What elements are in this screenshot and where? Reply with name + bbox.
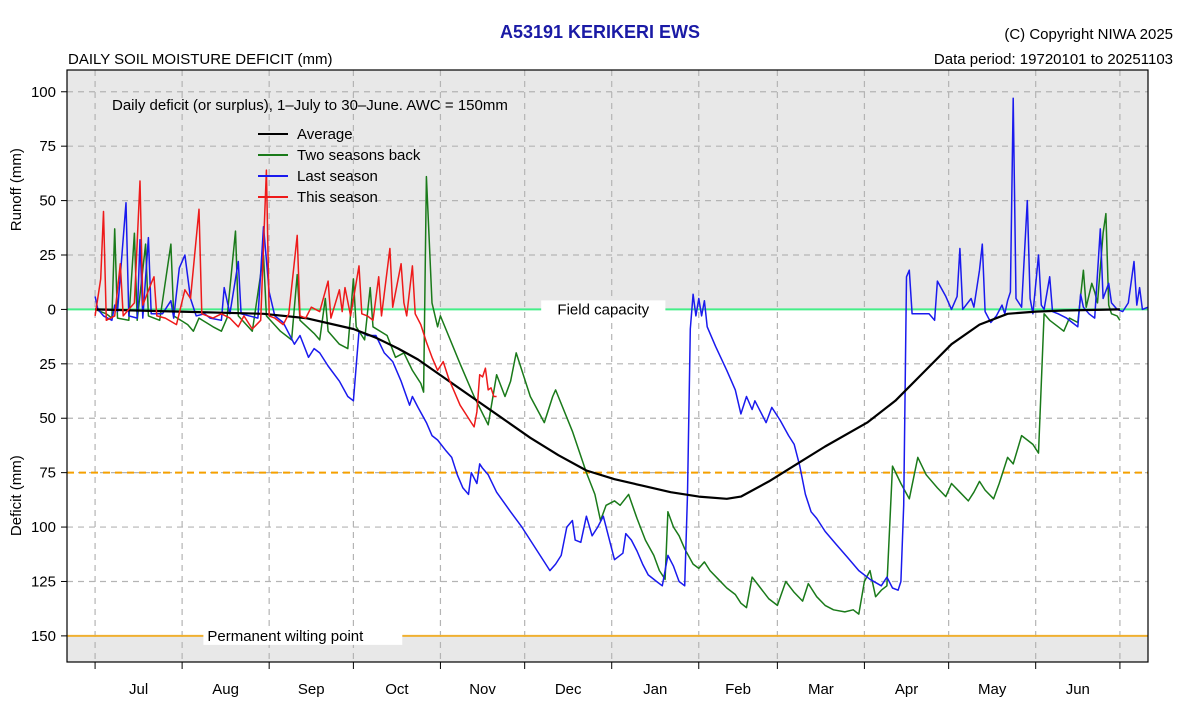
y-tick-label: 75 (39, 138, 56, 155)
y-tick-label: 75 (39, 465, 56, 482)
y-tick-label: 50 (39, 410, 56, 427)
y-tick-label: 0 (48, 301, 56, 318)
copyright-notice: (C) Copyright NIWA 2025 (1004, 26, 1173, 43)
month-label: Nov (469, 681, 496, 698)
y-tick-label: 25 (39, 356, 56, 373)
legend-label: Two seasons back (297, 147, 421, 164)
legend-label: This season (297, 189, 378, 206)
deficit-axis-label: Deficit (mm) (8, 455, 25, 536)
month-label: Mar (808, 681, 834, 698)
runoff-region (67, 70, 1148, 310)
legend-label: Average (297, 126, 353, 143)
month-label: Jan (643, 681, 667, 698)
legend-label: Last season (297, 168, 378, 185)
reference-label-bg (203, 626, 403, 645)
month-label: Oct (385, 681, 409, 698)
series-line (94, 175, 1121, 615)
series-line (94, 169, 497, 428)
month-label: Jun (1066, 681, 1090, 698)
month-label: Feb (725, 681, 751, 698)
y-tick-label: 150 (31, 628, 56, 645)
data-period: Data period: 19720101 to 20251103 (933, 51, 1173, 68)
y-tick-label: 125 (31, 573, 56, 590)
chart-annotation: Daily deficit (or surplus), 1–July to 30… (112, 97, 508, 114)
month-label: May (978, 681, 1007, 698)
month-label: Apr (895, 681, 918, 698)
series-line (95, 308, 1120, 500)
y-tick-label: 25 (39, 247, 56, 264)
reference-label-bg (541, 300, 666, 319)
plot-frame (66, 69, 1149, 663)
month-label: Sep (298, 681, 325, 698)
runoff-axis-label: Runoff (mm) (8, 148, 25, 231)
y-tick-label: 100 (31, 84, 56, 101)
chart-title: A53191 KERIKERI EWS (499, 22, 701, 42)
chart-subtitle: DAILY SOIL MOISTURE DEFICIT (mm) (68, 51, 333, 68)
deficit-region (67, 309, 1148, 662)
series-line (94, 97, 1149, 591)
month-label: Jul (129, 681, 148, 698)
reference-line-label: Permanent wilting point (207, 628, 364, 645)
y-tick-label: 100 (31, 519, 56, 536)
reference-line-label: Field capacity (557, 301, 649, 318)
month-label: Aug (212, 681, 239, 698)
month-label: Dec (555, 681, 582, 698)
y-tick-label: 50 (39, 193, 56, 210)
